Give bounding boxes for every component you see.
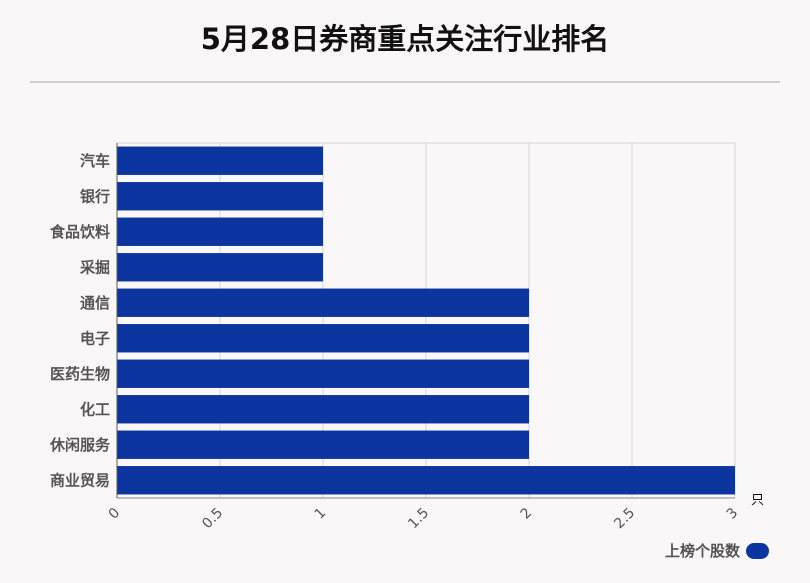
x-tick-label-3: 1.5 [405, 505, 432, 532]
category-label-2: 食品饮料 [50, 223, 110, 241]
bar-2[interactable] [117, 217, 323, 246]
x-unit-label: 只 [751, 493, 764, 508]
chart-title: 5月28日券商重点关注行业排名 [200, 22, 610, 56]
category-label-6: 医药生物 [50, 365, 110, 383]
category-label-3: 采掘 [79, 258, 110, 276]
bar-4[interactable] [117, 288, 529, 317]
category-label-1: 银行 [80, 187, 110, 205]
bar-9[interactable] [117, 466, 735, 495]
legend-label: 上榜个股数 [664, 542, 740, 560]
legend[interactable]: 上榜个股数 [665, 540, 769, 561]
bar-7[interactable] [117, 395, 529, 424]
category-label-0: 汽车 [80, 152, 110, 170]
bar-8[interactable] [117, 430, 529, 459]
x-tick-label-0: 0 [106, 505, 124, 523]
x-tick-label-2: 1 [312, 505, 330, 523]
category-label-4: 通信 [80, 294, 110, 312]
title-divider [30, 81, 780, 83]
bar-3[interactable] [117, 253, 323, 282]
x-tick-label-6: 3 [724, 505, 742, 523]
bar-6[interactable] [117, 359, 529, 388]
category-label-7: 化工 [80, 400, 110, 418]
bar-0[interactable] [117, 146, 323, 175]
bar-1[interactable] [117, 182, 323, 211]
category-label-8: 休闲服务 [49, 436, 111, 454]
x-tick-label-5: 2.5 [611, 505, 638, 532]
legend-swatch [746, 542, 769, 559]
category-label-5: 电子 [80, 329, 110, 347]
bar-5[interactable] [117, 324, 529, 353]
category-label-9: 商业贸易 [50, 471, 110, 489]
x-tick-label-1: 0.5 [199, 505, 226, 532]
x-tick-label-4: 2 [518, 505, 536, 523]
